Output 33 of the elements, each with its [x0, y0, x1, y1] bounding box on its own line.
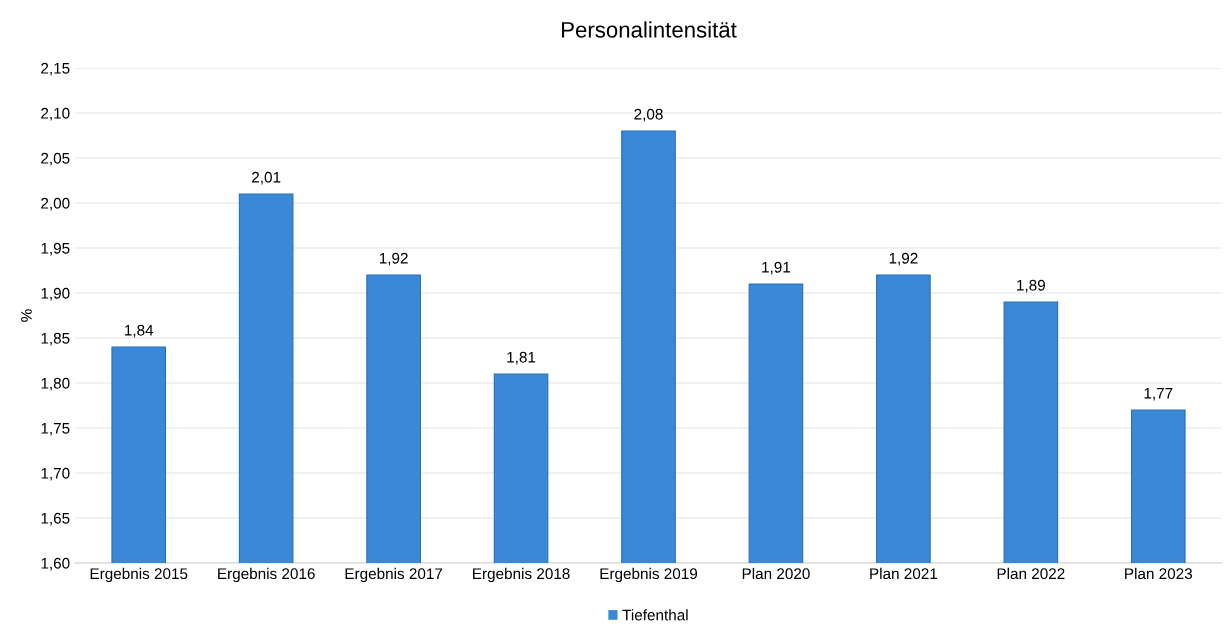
y-tick-label: 1,95 [41, 242, 70, 256]
x-tick-label: Ergebnis 2016 [218, 567, 315, 583]
y-tick-label: 1,60 [41, 557, 70, 571]
x-tick-label: Ergebnis 2017 [345, 567, 443, 583]
x-tick-label: Plan 2021 [870, 567, 938, 580]
data-label: 1,84 [125, 324, 154, 338]
y-tick-label: 1,75 [41, 423, 70, 436]
x-tick-label: Ergebnis 2019 [600, 567, 698, 583]
x-tick-label: Plan 2023 [1125, 567, 1193, 580]
data-label: 1,92 [379, 252, 408, 266]
y-tick-label: 2,10 [41, 107, 70, 121]
y-tick-label: 1,70 [41, 467, 70, 481]
y-tick-label: 2,00 [41, 197, 70, 211]
data-label: 2,08 [634, 108, 663, 122]
x-tick-label: Ergebnis 2018 [473, 567, 570, 583]
data-label: 1,91 [762, 261, 791, 275]
data-label: 1,92 [889, 252, 918, 266]
legend-label: Tiefenthal [622, 609, 688, 621]
y-tick-label: 2,15 [41, 62, 70, 76]
x-tick-label: Ergebnis 2015 [90, 567, 188, 583]
data-label: 2,01 [252, 171, 281, 185]
y-axis-title: % [21, 309, 32, 322]
x-tick-label: Plan 2020 [742, 567, 810, 580]
chart-title: Personalintensität [562, 21, 737, 38]
y-tick-label: 1,80 [41, 377, 70, 391]
data-label: 1,89 [1017, 279, 1045, 293]
y-tick-label: 1,65 [41, 512, 70, 526]
x-tick-label: Plan 2022 [997, 567, 1065, 580]
y-tick-label: 1,90 [41, 287, 70, 301]
data-label: 1,77 [1144, 387, 1173, 401]
y-tick-label: 2,05 [41, 152, 70, 166]
data-label: 1,81 [507, 351, 536, 365]
y-tick-label: 1,85 [41, 332, 70, 346]
